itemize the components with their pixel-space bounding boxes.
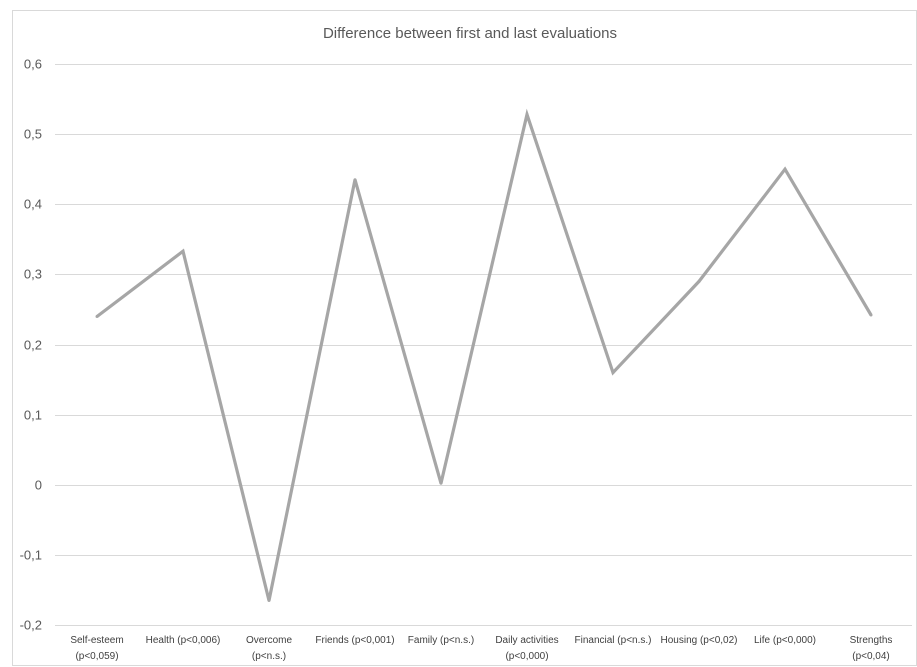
- x-category-label: Overcome (p<n.s.): [246, 635, 293, 662]
- x-category-label: Life (p<0,000): [754, 635, 816, 646]
- data-point: [267, 599, 271, 602]
- x-category-label: Health (p<0,006): [146, 635, 221, 646]
- y-tick-label: 0,2: [24, 338, 42, 353]
- x-category-label: Friends (p<0,001): [315, 635, 394, 646]
- data-point: [525, 113, 529, 116]
- y-tick-label: 0,1: [24, 408, 42, 423]
- y-tick-label: 0,3: [24, 267, 42, 282]
- data-point: [869, 313, 873, 317]
- y-axis-tick-labels: -0,2 -0,1 0 0,1 0,2 0,3 0,4 0,5 0,6: [20, 57, 42, 633]
- data-point: [181, 249, 185, 253]
- x-category-label: Self-esteem (p<0,059): [70, 635, 123, 662]
- y-tick-label: 0,4: [24, 197, 42, 212]
- x-category-label: Financial (p<n.s.): [575, 635, 652, 646]
- x-category-label: Strengths (p<0,04): [850, 635, 893, 662]
- x-category-label: Housing (p<0,02): [661, 635, 738, 646]
- data-point: [95, 315, 99, 318]
- chart-title: Difference between first and last evalua…: [323, 25, 617, 42]
- series-line: [96, 108, 873, 601]
- y-tick-label: 0: [35, 478, 42, 493]
- x-category-label: Family (p<n.s.): [408, 635, 474, 646]
- data-point: [353, 178, 357, 182]
- y-tick-label: 0,5: [24, 127, 42, 142]
- y-tick-label: -0,1: [20, 548, 42, 563]
- x-axis-category-labels: Self-esteem (p<0,059) Health (p<0,006) Over…: [70, 635, 892, 662]
- chart-border: [12, 10, 917, 666]
- data-point: [611, 371, 615, 375]
- data-point: [439, 481, 443, 485]
- gridlines: [55, 64, 912, 626]
- x-category-label: Daily activities (p<0,000): [495, 635, 558, 662]
- series-layer: [95, 108, 873, 602]
- y-tick-label: -0,2: [20, 618, 42, 633]
- y-tick-label: 0,6: [24, 57, 42, 72]
- data-point: [697, 279, 701, 283]
- data-point: [783, 167, 787, 171]
